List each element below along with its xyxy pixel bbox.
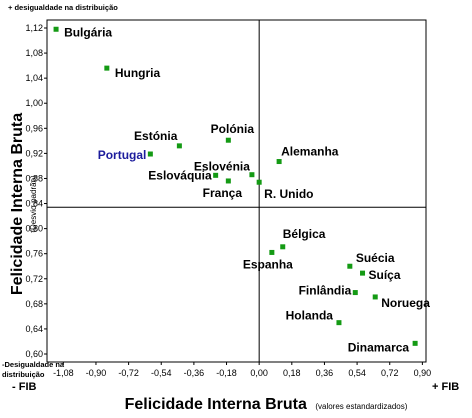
x-right-label: + FIB — [432, 381, 459, 393]
plot-frame — [46, 19, 427, 363]
x-tick-label: 0,00 — [250, 368, 268, 378]
x-tick-label: 0,54 — [348, 368, 366, 378]
point-label-franca: França — [203, 186, 243, 200]
point-label-r-unido: R. Unido — [264, 187, 313, 201]
point-marker-eslovaquia — [213, 172, 219, 178]
x-tick-label: 0,90 — [414, 368, 432, 378]
y-tick-label: 0,84 — [25, 199, 43, 209]
x-left-label: - FIB — [12, 381, 36, 393]
x-tick-label: 0,18 — [283, 368, 301, 378]
point-marker-finlandia — [352, 290, 358, 296]
point-marker-belgica — [280, 244, 286, 250]
bottom-note-line1: -Desigualdade na — [2, 360, 65, 369]
point-marker-estonia — [176, 143, 182, 149]
point-label-polonia: Polónia — [211, 122, 255, 136]
point-label-estonia: Estónia — [134, 129, 178, 143]
y-tick-label: 1,12 — [25, 23, 43, 33]
top-note: + desigualdade na distribuição — [8, 3, 118, 12]
point-marker-bulgaria — [53, 26, 59, 32]
point-marker-dinamarca — [412, 340, 418, 346]
y-tick-label: 0,68 — [25, 299, 43, 309]
x-tick-label: -0,72 — [118, 368, 139, 378]
point-marker-suecia — [347, 263, 353, 269]
point-label-portugal: Portugal — [98, 148, 147, 162]
point-label-espanha: Espanha — [243, 257, 293, 271]
x-tick-label: 0,72 — [381, 368, 399, 378]
point-marker-franca — [225, 178, 231, 184]
y-tick-label: 0,60 — [25, 349, 43, 359]
y-tick-label: 0,64 — [25, 324, 43, 334]
bottom-note-line2: distribuição — [2, 370, 45, 379]
y-tick-label: 1,08 — [25, 48, 43, 58]
y-axis-title: Felicidade Interna Bruta — [9, 113, 26, 295]
x-axis-title-main: Felicidade Interna Bruta — [125, 396, 307, 413]
point-marker-alemanha — [276, 159, 282, 165]
x-axis-title-note: (valores estandardizados) — [315, 402, 407, 411]
point-marker-portugal — [147, 151, 153, 157]
point-marker-suica — [360, 270, 366, 276]
point-marker-espanha — [269, 249, 275, 255]
point-label-alemanha: Alemanha — [281, 145, 339, 159]
x-tick-label: -0,36 — [184, 368, 205, 378]
y-axis-ticks: 0,60 0,64 0,68 0,72 0,76 0,80 0,84 0,88 0,92 0,96… — [25, 23, 47, 359]
y-tick-label: 0,80 — [25, 224, 43, 234]
x-axis-title: Felicidade Interna Bruta (valores estand… — [125, 396, 408, 413]
y-tick-label: 0,96 — [25, 123, 43, 133]
y-tick-label: 0,76 — [25, 249, 43, 259]
point-label-noruega: Noruega — [381, 296, 430, 310]
x-axis-ticks: -1,08 -0,90 -0,72 -0,54 -0,36 -0,18 0,00 0,18 0,… — [53, 362, 431, 378]
point-label-bulgaria: Bulgária — [64, 25, 112, 39]
y-tick-label: 1,00 — [25, 98, 43, 108]
point-label-suica: Suíça — [369, 268, 401, 282]
point-label-eslovenia: Eslovénia — [194, 160, 250, 174]
data-points: Bulgária Hungria Estónia Polónia Portugal Ale… — [53, 25, 430, 354]
x-tick-label: -1,08 — [53, 368, 74, 378]
point-label-belgica: Bélgica — [283, 227, 326, 241]
x-tick-label: -0,18 — [216, 368, 237, 378]
y-axis-note: (Desvio-padrão) — [29, 175, 38, 233]
point-label-finlandia: Finlândia — [299, 284, 352, 298]
x-tick-label: 0,36 — [316, 368, 334, 378]
point-label-holanda: Holanda — [286, 309, 334, 323]
point-label-hungria: Hungria — [115, 66, 161, 80]
x-tick-label: -0,54 — [151, 368, 172, 378]
point-marker-polonia — [225, 137, 231, 143]
y-tick-label: 1,04 — [25, 73, 43, 83]
y-tick-label: 0,92 — [25, 148, 43, 158]
point-label-eslovaquia: Eslováquia — [148, 168, 212, 182]
point-label-dinamarca: Dinamarca — [348, 340, 410, 354]
y-tick-label: 0,88 — [25, 173, 43, 183]
x-tick-label: -0,90 — [86, 368, 107, 378]
point-marker-r-unido — [256, 179, 262, 185]
point-marker-hungria — [104, 65, 110, 71]
point-marker-eslovenia — [249, 172, 255, 178]
point-label-suecia: Suécia — [356, 251, 395, 265]
point-marker-holanda — [336, 320, 342, 326]
point-marker-noruega — [372, 294, 378, 300]
y-tick-label: 0,72 — [25, 274, 43, 284]
